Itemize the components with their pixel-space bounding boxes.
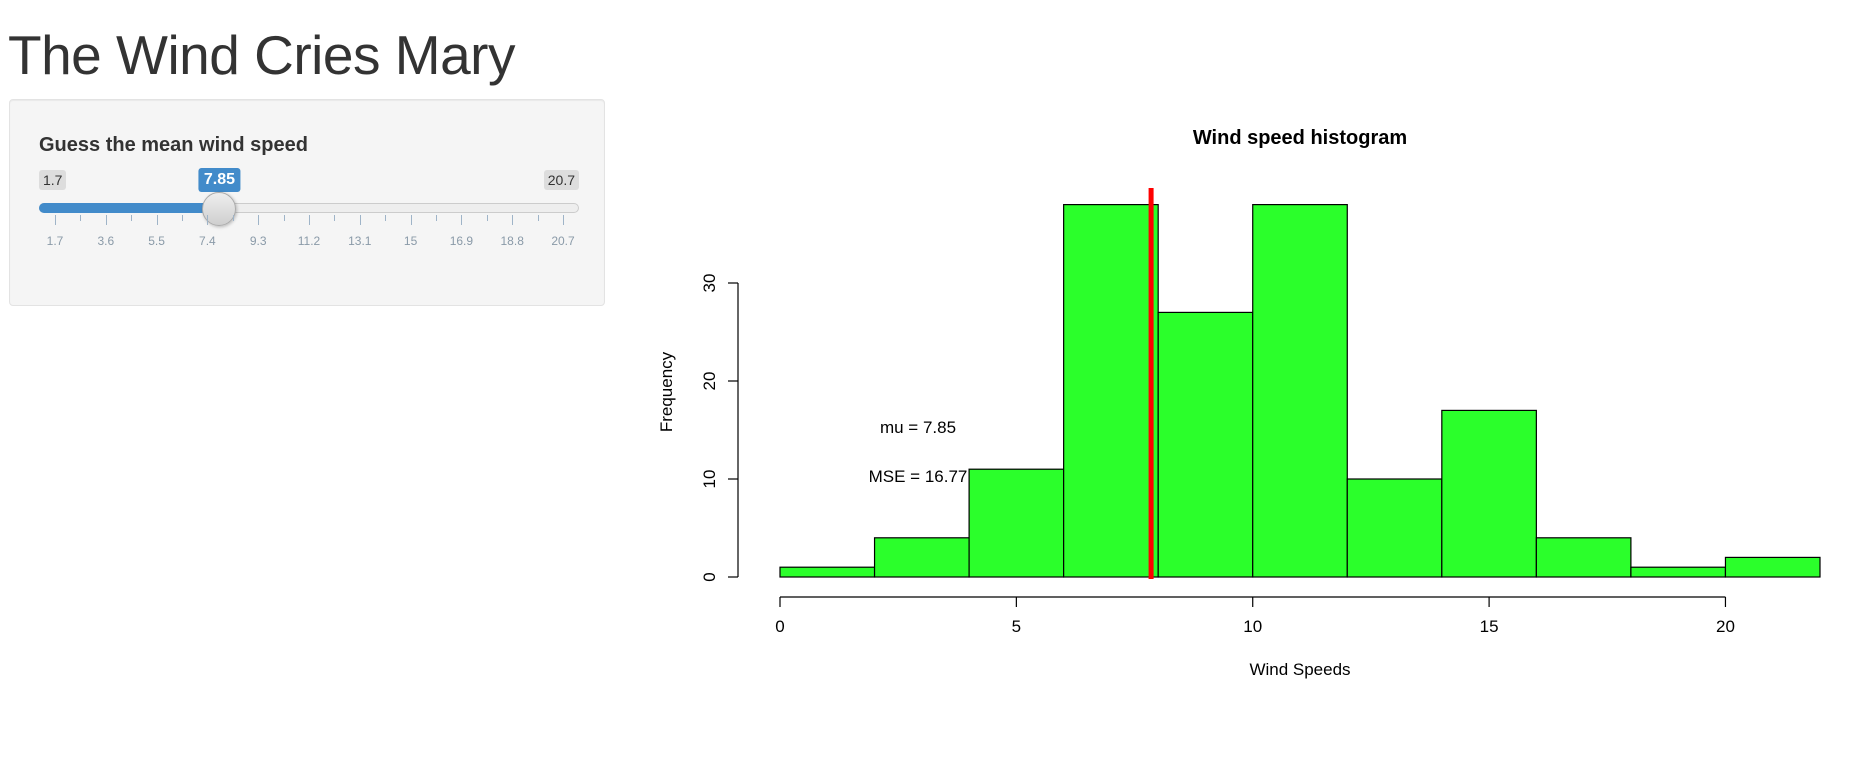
slider-major-tick (461, 215, 463, 225)
slider-minor-tick (486, 215, 488, 221)
slider-minor-tick (283, 215, 285, 221)
histogram-bar (1252, 203, 1348, 578)
histogram-bar (873, 537, 970, 578)
histogram-bar (1346, 478, 1443, 578)
y-tick-label: 0 (700, 572, 719, 581)
slider-tick-label: 7.4 (199, 234, 216, 248)
x-tick-label: 0 (775, 617, 784, 636)
histogram-bar (1441, 409, 1537, 578)
slider-tick-label: 9.3 (249, 234, 267, 248)
chart-title: Wind speed histogram (1193, 127, 1407, 149)
slider-minor-tick (334, 215, 336, 221)
slider-minor-tick (436, 215, 437, 221)
histogram-bar (1063, 203, 1159, 578)
histogram-bar (968, 468, 1065, 578)
slider-min-label: 1.7 (39, 170, 67, 190)
y-axis: 0 10 20 30 (700, 274, 739, 582)
histogram-bar (1724, 556, 1821, 578)
y-axis-label: Frequency (657, 351, 676, 432)
slider-major-tick (55, 215, 56, 225)
x-axis: 0 5 10 15 20 (775, 596, 1735, 636)
slider-tick-label: 3.6 (97, 234, 115, 248)
slider-tick-label: 13.1 (348, 234, 372, 248)
sidebar-panel: Guess the mean wind speed 1.7 20.7 7.85 … (9, 99, 605, 306)
y-tick-label: 30 (700, 274, 719, 293)
slider-major-tick (410, 215, 412, 225)
slider-minor-tick (131, 215, 133, 221)
y-tick-label: 10 (700, 470, 719, 489)
x-axis-label: Wind Speeds (1249, 660, 1350, 679)
x-tick-label: 15 (1480, 617, 1499, 636)
page-title: The Wind Cries Mary (8, 24, 515, 86)
slider-major-tick (359, 215, 361, 225)
x-tick-label: 5 (1012, 617, 1021, 636)
histogram-plot: Wind speed histogram 0 5 10 15 20 0 10 20 30 Wi… (640, 110, 1859, 710)
mean-wind-speed-slider[interactable]: 1.7 20.7 7.85 1.7 3.6 5.5 7.4 9.3 11.2 13.1 15 1… (39, 166, 579, 256)
y-tick-label: 20 (700, 372, 719, 391)
slider-minor-tick (182, 215, 183, 221)
slider-tick-label: 18.8 (500, 234, 524, 248)
slider-minor-tick (80, 215, 82, 221)
x-tick-label: 10 (1243, 617, 1262, 636)
histogram-bar (779, 566, 876, 578)
slider-major-tick (512, 215, 514, 225)
slider-minor-tick (232, 215, 234, 221)
slider-major-tick (258, 215, 260, 225)
slider-tick-label: 11.2 (297, 234, 321, 248)
slider-max-label: 20.7 (543, 170, 579, 190)
histogram-chart: Wind speed histogram 0 5 10 15 20 0 10 20 30 Wi… (657, 127, 1821, 679)
slider-fill (39, 203, 220, 213)
slider-major-tick (105, 215, 107, 225)
histogram-bar (1535, 537, 1632, 578)
slider-tick-label: 16.9 (449, 234, 474, 248)
histogram-bar (1157, 311, 1254, 578)
slider-label: Guess the mean wind speed (39, 134, 308, 156)
mu-annotation: mu = 7.85 (880, 418, 956, 437)
slider-major-tick (207, 215, 209, 225)
slider-minor-tick (537, 215, 539, 221)
slider-tick-label: 1.7 (46, 234, 64, 248)
slider-major-tick (563, 215, 564, 225)
slider-major-tick (156, 215, 158, 225)
slider-major-tick (309, 215, 310, 225)
slider-value-label: 7.85 (198, 168, 240, 192)
slider-tick-label: 5.5 (148, 234, 165, 248)
slider-minor-tick (385, 215, 387, 221)
slider-tick-label: 15 (403, 234, 418, 248)
histogram-bar (1630, 566, 1727, 578)
mse-annotation: MSE = 16.77 (869, 467, 968, 486)
histogram-bars (779, 203, 1821, 578)
slider-tick-label: 20.7 (551, 234, 575, 248)
x-tick-label: 20 (1716, 617, 1735, 636)
